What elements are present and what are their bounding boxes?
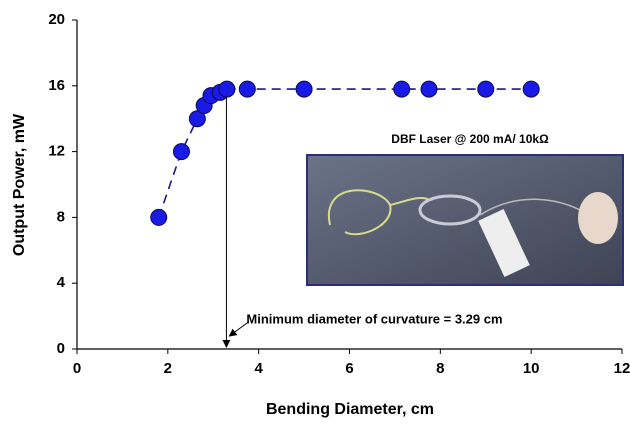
x-tick-label: 10	[523, 360, 540, 377]
data-point	[420, 80, 438, 98]
y-tick-label: 20	[48, 11, 65, 28]
x-axis-label: Bending Diameter, cm	[266, 401, 434, 418]
y-axis-label: Output Power, mW	[11, 113, 28, 256]
data-point	[477, 80, 495, 98]
inset-photo	[306, 154, 624, 286]
data-point	[172, 143, 190, 161]
x-tick-label: 4	[254, 360, 263, 377]
y-tick-label: 16	[48, 77, 65, 94]
y-tick-label: 12	[48, 143, 65, 160]
data-point	[238, 80, 256, 98]
x-tick-label: 12	[614, 360, 630, 377]
data-point	[188, 110, 206, 128]
annotation-pointer	[228, 321, 249, 337]
x-tick-label: 6	[345, 360, 353, 377]
y-tick-label: 0	[57, 340, 65, 357]
data-point	[393, 80, 411, 98]
x-tick-label: 2	[164, 360, 172, 377]
inset-caption: DBF Laser @ 200 mA/ 10kΩ	[391, 132, 549, 146]
data-point	[218, 80, 236, 98]
y-tick-label: 4	[57, 274, 66, 291]
annotation: Minimum diameter of curvature = 3.29 cm	[246, 311, 502, 326]
x-tick-label: 0	[73, 360, 81, 377]
data-point	[150, 208, 168, 226]
x-tick-label: 8	[436, 360, 444, 377]
data-point	[522, 80, 540, 98]
data-point	[295, 80, 313, 98]
y-tick-label: 8	[57, 208, 65, 225]
